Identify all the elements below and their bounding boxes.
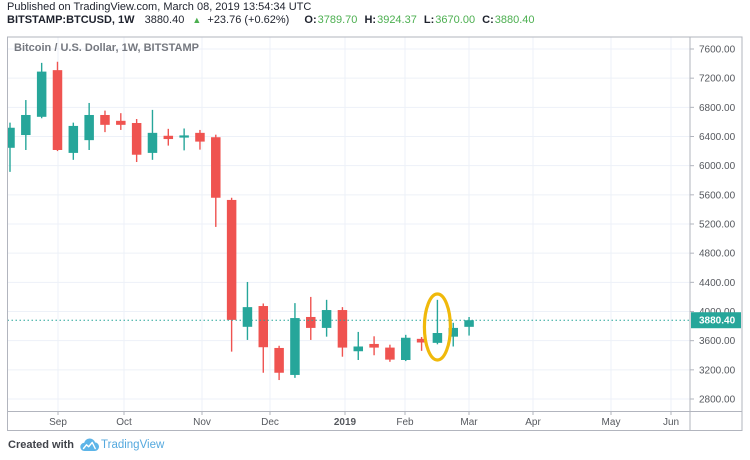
candle-11 xyxy=(179,128,189,151)
tradingview-brand-link[interactable]: TradingView xyxy=(101,439,165,451)
chart-frame xyxy=(7,36,743,431)
high-value: 3924.37 xyxy=(377,14,417,26)
candle-16 xyxy=(258,303,269,373)
close-value: 3880.40 xyxy=(494,14,535,26)
candle-23 xyxy=(369,336,379,356)
candle-3 xyxy=(52,61,63,152)
close-label: C: xyxy=(482,14,494,26)
low-label: L: xyxy=(423,14,435,26)
candle-22 xyxy=(353,331,364,360)
price-tick-label: 6800.00 xyxy=(699,103,736,114)
candle-18 xyxy=(290,303,300,378)
time-tick-label: Nov xyxy=(193,417,211,428)
candle-6 xyxy=(100,110,110,133)
candle-19 xyxy=(306,296,316,340)
candle-28 xyxy=(448,322,458,347)
price-tick-label: 5200.00 xyxy=(699,220,736,231)
price-tick-label: 6000.00 xyxy=(699,161,736,172)
price-tick-label: 6400.00 xyxy=(699,132,736,143)
candle-4 xyxy=(68,122,79,160)
candles-series xyxy=(7,61,474,381)
price-tick-label: 5600.00 xyxy=(699,190,736,201)
time-tick-label: Dec xyxy=(261,417,279,428)
candle-26 xyxy=(416,337,427,351)
published-line: Published on TradingView.com, March 08, … xyxy=(7,1,312,13)
svg-text:3880.40: 3880.40 xyxy=(699,316,736,327)
candle-9 xyxy=(147,109,158,160)
time-tick-label: Mar xyxy=(460,417,478,428)
time-tick-label: Feb xyxy=(396,417,414,428)
candle-15 xyxy=(242,281,253,340)
price-tick-label: 2800.00 xyxy=(699,395,736,406)
price-tick-label: 3200.00 xyxy=(699,365,736,376)
last-price: 3880.40 xyxy=(144,14,185,26)
candle-10 xyxy=(163,128,174,146)
candle-1 xyxy=(21,100,31,150)
price-change: +23.76 (+0.62%) xyxy=(207,14,290,26)
candle-12 xyxy=(195,129,205,150)
last-price-axis-label: 3880.40 xyxy=(691,312,741,329)
open-value: 3789.70 xyxy=(317,14,358,26)
candle-24 xyxy=(385,344,395,362)
symbol-interval: BITSTAMP:BTCUSD, 1W xyxy=(7,14,135,26)
candle-25 xyxy=(401,334,411,362)
price-tick-label: 7200.00 xyxy=(699,74,736,85)
price-tick-label: 7600.00 xyxy=(699,45,736,56)
created-with-text: Created with xyxy=(8,439,75,451)
candle-17 xyxy=(274,345,284,381)
candle-5 xyxy=(84,102,94,150)
candle-7 xyxy=(116,113,126,130)
attribution: Created with TradingView xyxy=(8,438,164,452)
highlight-ellipse xyxy=(422,292,453,362)
candle-20 xyxy=(321,299,332,337)
candle-21 xyxy=(337,307,348,357)
chart-title: Bitcoin / U.S. Dollar, 1W, BITSTAMP xyxy=(14,42,199,54)
up-arrow-icon: ▲ xyxy=(192,15,202,25)
candle-0 xyxy=(7,122,15,172)
time-tick-label: Oct xyxy=(116,417,132,428)
time-tick-label: Jun xyxy=(663,417,679,428)
quote-line: BITSTAMP:BTCUSD, 1W 3880.40 ▲ +23.76 (+0… xyxy=(7,14,535,26)
tradingview-logo-icon[interactable] xyxy=(80,438,100,452)
time-tick-label: Sep xyxy=(49,417,67,428)
price-tick-label: 3600.00 xyxy=(699,336,736,347)
candle-27 xyxy=(432,299,443,345)
grid xyxy=(7,37,690,412)
candle-2 xyxy=(36,62,47,119)
time-tick-label: Apr xyxy=(525,417,541,428)
time-tick-label: 2019 xyxy=(334,417,357,428)
candle-29 xyxy=(464,317,474,336)
low-value: 3670.00 xyxy=(435,14,476,26)
price-tick-label: 4400.00 xyxy=(699,278,736,289)
candle-13 xyxy=(211,134,221,227)
price-tick-label: 4800.00 xyxy=(699,249,736,260)
time-axis[interactable]: Sep Oct Nov Dec 2019 Feb Mar Apr May Jun xyxy=(49,411,679,429)
open-label: O: xyxy=(304,14,317,26)
time-tick-label: May xyxy=(602,417,621,428)
price-axis[interactable]: 7600.00 7200.00 6800.00 6400.00 6000.00 5600.… xyxy=(690,45,736,406)
candle-14 xyxy=(226,197,237,352)
high-label: H: xyxy=(364,14,377,26)
candle-8 xyxy=(131,119,142,163)
